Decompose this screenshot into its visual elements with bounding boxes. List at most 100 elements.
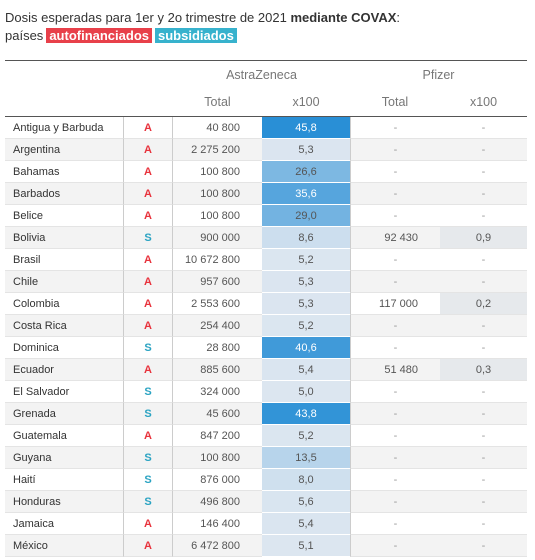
total: 100 800: [173, 205, 262, 227]
total: 28 800: [173, 337, 262, 359]
title-text: Dosis esperadas para 1er y 2o trimestre …: [5, 10, 287, 25]
top-rule: [5, 60, 527, 61]
total: 254 400: [173, 315, 262, 337]
type: S: [123, 337, 173, 359]
x100: 8,6: [262, 227, 350, 249]
x100: -: [440, 117, 527, 139]
type: S: [123, 491, 173, 513]
country: Chile: [5, 271, 123, 293]
x100: -: [440, 491, 527, 513]
total: 847 200: [173, 425, 262, 447]
group-header: Pfizer: [422, 68, 455, 82]
title-colon: :: [396, 10, 401, 25]
total: -: [350, 117, 440, 139]
x100: -: [440, 535, 527, 557]
column-header: Total: [381, 95, 409, 109]
country: Honduras: [5, 491, 123, 513]
x100: 26,6: [262, 161, 350, 183]
x100: -: [440, 447, 527, 469]
country: Jamaica: [5, 513, 123, 535]
total: 2 553 600: [173, 293, 262, 315]
x100: 29,0: [262, 205, 350, 227]
type: A: [123, 117, 173, 139]
total: 496 800: [173, 491, 262, 513]
total: 324 000: [173, 381, 262, 403]
country: Argentina: [5, 139, 123, 161]
total: 51 480: [350, 359, 440, 381]
x100: -: [440, 161, 527, 183]
country: Colombia: [5, 293, 123, 315]
x100: -: [440, 271, 527, 293]
x100: 5,1: [262, 535, 350, 557]
subtitle-text: países: [5, 28, 44, 43]
x100: 5,3: [262, 139, 350, 161]
type: A: [123, 205, 173, 227]
type: A: [123, 315, 173, 337]
x100: 35,6: [262, 183, 350, 205]
total: 146 400: [173, 513, 262, 535]
x100: -: [440, 425, 527, 447]
total: -: [350, 205, 440, 227]
title: Dosis esperadas para 1er y 2o trimestre …: [5, 10, 400, 25]
x100: 5,3: [262, 293, 350, 315]
total: 100 800: [173, 161, 262, 183]
x100: -: [440, 469, 527, 491]
column-header: Total: [204, 95, 231, 109]
country: México: [5, 535, 123, 557]
total: 2 275 200: [173, 139, 262, 161]
x100: 5,6: [262, 491, 350, 513]
x100: 8,0: [262, 469, 350, 491]
x100: -: [440, 337, 527, 359]
country: Costa Rica: [5, 315, 123, 337]
x100: 0,2: [440, 293, 527, 315]
type: A: [123, 161, 173, 183]
total: -: [350, 403, 440, 425]
x100: -: [440, 381, 527, 403]
type: A: [123, 513, 173, 535]
total: 117 000: [350, 293, 440, 315]
x100: 40,6: [262, 337, 350, 359]
total: -: [350, 513, 440, 535]
type: S: [123, 447, 173, 469]
country: Grenada: [5, 403, 123, 425]
country: Dominica: [5, 337, 123, 359]
group-header: AstraZeneca: [226, 68, 297, 82]
legend-badge: subsidiados: [155, 28, 237, 43]
total: 876 000: [173, 469, 262, 491]
type: A: [123, 535, 173, 557]
country: El Salvador: [5, 381, 123, 403]
x100: 5,2: [262, 425, 350, 447]
x100: -: [440, 249, 527, 271]
x100: 5,4: [262, 513, 350, 535]
total: 900 000: [173, 227, 262, 249]
column-header: x100: [292, 95, 320, 109]
x100: -: [440, 205, 527, 227]
title-bold: mediante COVAX: [290, 10, 397, 25]
total: 100 800: [173, 447, 262, 469]
x100: 13,5: [262, 447, 350, 469]
total: 92 430: [350, 227, 440, 249]
total: -: [350, 447, 440, 469]
total: -: [350, 425, 440, 447]
x100: -: [440, 183, 527, 205]
country: Barbados: [5, 183, 123, 205]
country: Brasil: [5, 249, 123, 271]
x100: 0,3: [440, 359, 527, 381]
country: Bahamas: [5, 161, 123, 183]
country: Antigua y Barbuda: [5, 117, 123, 139]
type: A: [123, 271, 173, 293]
type: A: [123, 139, 173, 161]
type: S: [123, 469, 173, 491]
x100: 5,0: [262, 381, 350, 403]
country: Bolivia: [5, 227, 123, 249]
total: 6 472 800: [173, 535, 262, 557]
total: -: [350, 535, 440, 557]
total: -: [350, 271, 440, 293]
x100: -: [440, 139, 527, 161]
country: Belice: [5, 205, 123, 227]
total: -: [350, 249, 440, 271]
country: Guatemala: [5, 425, 123, 447]
legend-badge: autofinanciados: [46, 28, 152, 43]
total: 10 672 800: [173, 249, 262, 271]
x100: -: [440, 403, 527, 425]
